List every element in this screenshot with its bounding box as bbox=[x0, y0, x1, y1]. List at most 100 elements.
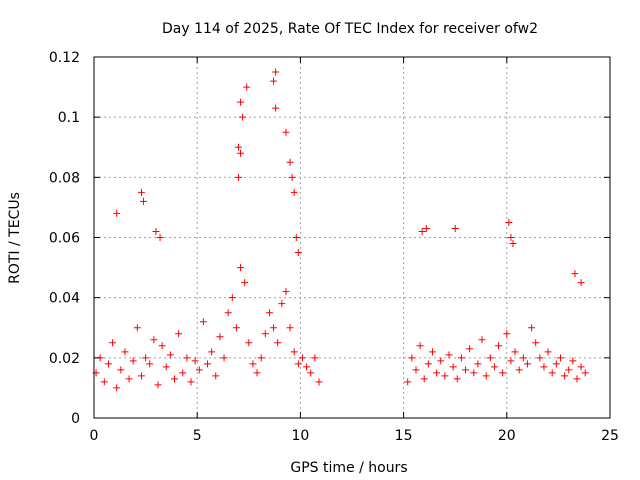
data-point bbox=[241, 279, 249, 287]
data-point bbox=[156, 234, 164, 241]
x-tick-label: 5 bbox=[193, 428, 202, 444]
y-tick-label: 0.02 bbox=[49, 351, 80, 367]
data-point bbox=[462, 366, 470, 374]
data-point bbox=[418, 227, 426, 235]
data-point bbox=[152, 227, 160, 235]
data-point bbox=[243, 83, 251, 91]
data-point bbox=[540, 363, 548, 371]
data-point bbox=[113, 209, 121, 217]
data-point bbox=[536, 354, 544, 362]
y-axis-title: ROTI / TECUs bbox=[7, 192, 23, 284]
data-point bbox=[565, 366, 573, 374]
data-point bbox=[212, 372, 220, 380]
x-tick-label: 10 bbox=[291, 428, 309, 444]
data-point bbox=[298, 354, 306, 362]
data-point bbox=[445, 351, 453, 359]
x-tick-label: 20 bbox=[498, 428, 516, 444]
data-points bbox=[92, 68, 589, 392]
data-point bbox=[137, 372, 145, 380]
data-point bbox=[433, 369, 441, 377]
data-point bbox=[232, 324, 240, 332]
data-point bbox=[424, 360, 432, 368]
data-point bbox=[482, 372, 490, 380]
data-point bbox=[552, 360, 560, 368]
data-point bbox=[509, 240, 517, 248]
data-point bbox=[428, 348, 436, 356]
data-point bbox=[272, 68, 280, 76]
data-point bbox=[133, 324, 141, 332]
data-point bbox=[515, 366, 523, 374]
y-tick-label: 0.04 bbox=[49, 291, 80, 307]
data-point bbox=[441, 372, 449, 380]
y-tick-label: 0.08 bbox=[49, 170, 80, 186]
y-tick-label: 0.06 bbox=[49, 231, 80, 247]
data-point bbox=[548, 369, 556, 377]
data-point bbox=[505, 218, 513, 226]
data-point bbox=[408, 354, 416, 362]
data-point bbox=[100, 378, 108, 386]
data-point bbox=[569, 357, 577, 365]
x-axis-title: GPS time / hours bbox=[290, 460, 407, 476]
data-point bbox=[422, 224, 430, 232]
data-point bbox=[519, 354, 527, 362]
data-point bbox=[199, 318, 207, 326]
data-point bbox=[495, 342, 503, 350]
data-point bbox=[490, 363, 498, 371]
data-point bbox=[170, 375, 178, 383]
data-point bbox=[573, 375, 581, 383]
data-point bbox=[451, 224, 459, 232]
data-point bbox=[237, 98, 245, 106]
data-point bbox=[154, 381, 162, 389]
data-point bbox=[420, 375, 428, 383]
data-point bbox=[577, 279, 585, 287]
data-point bbox=[311, 354, 319, 362]
data-point bbox=[466, 345, 474, 353]
data-point bbox=[286, 324, 294, 332]
data-point bbox=[129, 357, 137, 365]
data-point bbox=[486, 354, 494, 362]
data-point bbox=[561, 372, 569, 380]
data-point bbox=[449, 363, 457, 371]
y-tick-label: 0 bbox=[71, 411, 80, 427]
data-point bbox=[577, 363, 585, 371]
data-point bbox=[278, 300, 286, 308]
data-point bbox=[288, 173, 296, 181]
data-point bbox=[294, 249, 302, 257]
data-point bbox=[191, 357, 199, 365]
data-point bbox=[270, 77, 278, 85]
data-point bbox=[544, 348, 552, 356]
data-point bbox=[437, 357, 445, 365]
data-point bbox=[412, 366, 420, 374]
data-point bbox=[571, 270, 579, 278]
data-point bbox=[581, 369, 589, 377]
grid-layer bbox=[94, 57, 610, 418]
data-point bbox=[234, 143, 242, 151]
data-point bbox=[274, 339, 282, 347]
data-point bbox=[556, 354, 564, 362]
data-point bbox=[457, 354, 465, 362]
axis-ticks: 0 5 10 15 20 25 0 0.02 0.04 0.06 0.08 0.1 0.12 bbox=[49, 50, 619, 444]
data-point bbox=[228, 294, 236, 302]
data-point bbox=[220, 354, 228, 362]
data-point bbox=[257, 354, 265, 362]
data-point bbox=[140, 197, 148, 205]
data-point bbox=[272, 104, 280, 112]
data-point bbox=[150, 336, 158, 344]
data-point bbox=[195, 366, 203, 374]
data-point bbox=[528, 324, 536, 332]
data-point bbox=[216, 333, 224, 341]
data-point bbox=[416, 342, 424, 350]
plot-frame bbox=[93, 56, 611, 419]
data-point bbox=[113, 384, 121, 392]
x-tick-label: 15 bbox=[395, 428, 413, 444]
data-point bbox=[282, 288, 290, 296]
data-point bbox=[511, 348, 519, 356]
data-point bbox=[523, 360, 531, 368]
data-point bbox=[478, 336, 486, 344]
data-point bbox=[158, 342, 166, 350]
data-point bbox=[179, 369, 187, 377]
data-point bbox=[265, 309, 273, 317]
data-point bbox=[290, 348, 298, 356]
data-point bbox=[503, 330, 511, 338]
